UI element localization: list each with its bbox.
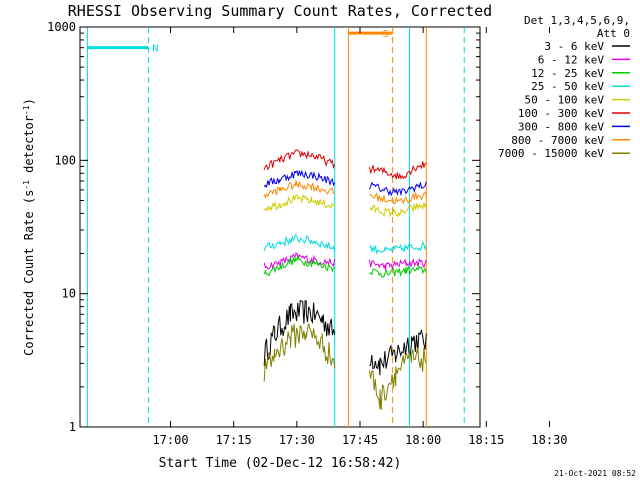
series-segment — [369, 181, 427, 197]
legend-item: 12 - 25 keV — [531, 67, 630, 80]
series-line — [263, 149, 427, 180]
series-line — [263, 233, 427, 255]
series-line — [263, 299, 427, 376]
legend-label: 25 - 50 keV — [531, 80, 604, 93]
legend-item: 300 - 800 keV — [518, 120, 630, 133]
series-line — [263, 255, 427, 278]
legend-label: 50 - 100 keV — [525, 94, 605, 107]
time-marker-lines — [86, 27, 465, 427]
annotation-label: N — [152, 44, 158, 55]
series-segment — [263, 149, 336, 171]
annotation-bar: S — [348, 29, 393, 40]
y-tick-label: 1000 — [47, 20, 76, 34]
legend-item: 7000 - 15000 keV — [498, 147, 630, 160]
series-line — [263, 323, 427, 411]
legend-header-line-2: Att 0 — [597, 27, 630, 40]
annotation-bars: NS — [87, 29, 393, 55]
legend-item: 800 - 7000 keV — [511, 134, 630, 147]
x-tick-label: 18:00 — [405, 433, 441, 447]
series-segment — [369, 265, 427, 278]
series-segment — [369, 329, 427, 376]
plot-frame — [79, 26, 481, 428]
plot-border — [79, 26, 481, 428]
series-line — [263, 180, 427, 205]
series-segment — [263, 323, 336, 382]
annotation-label: S — [383, 29, 389, 40]
legend-label: 12 - 25 keV — [531, 67, 604, 80]
series-segment — [369, 161, 427, 180]
legend-label: 300 - 800 keV — [518, 120, 604, 133]
legend-item: 3 - 6 keV — [544, 40, 630, 53]
x-tick-label: 18:15 — [468, 433, 504, 447]
annotation-bar: N — [87, 44, 158, 55]
y-tick-label: 10 — [62, 287, 76, 301]
series-segment — [263, 233, 336, 253]
legend-label: 6 - 12 keV — [538, 53, 605, 66]
series-segment — [369, 347, 427, 411]
series-segment — [263, 194, 336, 212]
x-axis-label: Start Time (02-Dec-12 16:58:42) — [159, 456, 402, 471]
series-segment — [369, 201, 427, 218]
axis-ticks: 17:00 17:15 17:30 17:45 18:00 18:15 18:30 1 10 10… — [47, 20, 567, 447]
y-tick-label: 100 — [54, 153, 76, 167]
x-tick-label: 17:30 — [279, 433, 315, 447]
series-line — [263, 194, 427, 218]
legend-label: 800 - 7000 keV — [511, 134, 604, 147]
legend-label: 100 - 300 keV — [518, 107, 604, 120]
x-tick-label: 17:15 — [216, 433, 252, 447]
legend-header-line-1: Det 1,3,4,5,6,9, — [524, 14, 630, 27]
series-segment — [263, 299, 336, 366]
x-tick-label: 17:45 — [342, 433, 378, 447]
y-axis-label: Corrected Count Rate (s-1 detector-1) — [22, 98, 37, 356]
series-line — [263, 169, 427, 197]
y-tick-label: 1 — [69, 420, 76, 434]
legend-item: 25 - 50 keV — [531, 80, 630, 93]
series-segment — [263, 180, 335, 200]
series-segment — [369, 240, 427, 255]
series-lines — [263, 149, 427, 411]
x-tick-label: 17:00 — [152, 433, 188, 447]
series-segment — [369, 257, 427, 271]
series-segment — [369, 191, 427, 205]
x-tick-label: 18:30 — [531, 433, 567, 447]
legend-item: 50 - 100 keV — [525, 94, 630, 107]
series-segment — [263, 169, 336, 188]
legend-item: 100 - 300 keV — [518, 107, 630, 120]
legend-label: 3 - 6 keV — [544, 40, 604, 53]
legend-label: 7000 - 15000 keV — [498, 147, 604, 160]
series-segment — [263, 255, 335, 277]
legend-item: 6 - 12 keV — [538, 53, 630, 66]
footer-date: 21-Oct-2021 08:52 — [554, 469, 636, 478]
chart-title: RHESSI Observing Summary Count Rates, Co… — [68, 2, 492, 20]
